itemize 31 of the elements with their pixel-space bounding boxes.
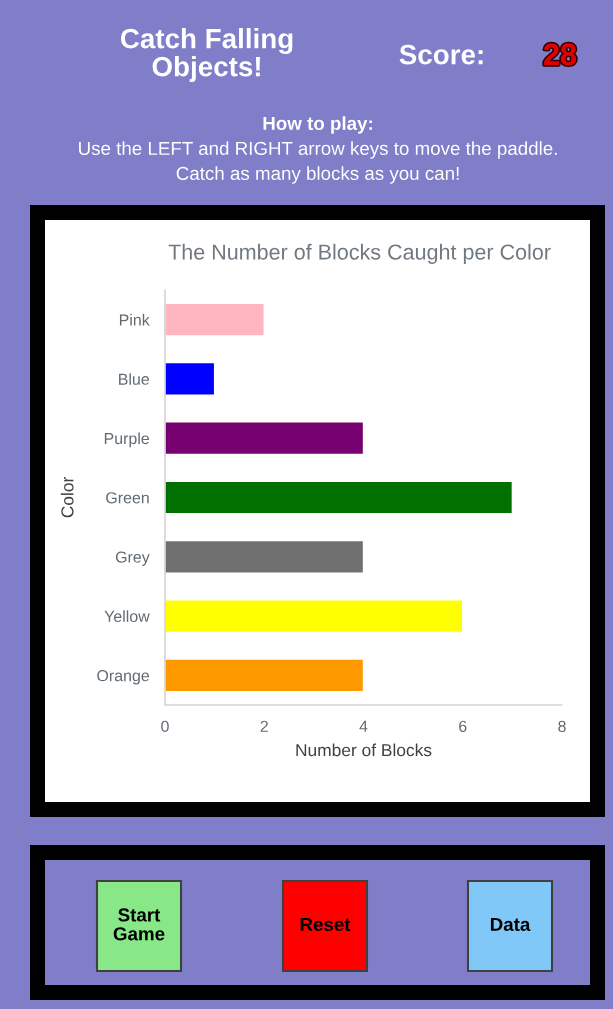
y-tick-label: Purple — [104, 432, 150, 448]
x-tick-label: 2 — [260, 720, 268, 732]
y-axis-title: Color — [60, 477, 74, 518]
text: 28 — [544, 43, 577, 66]
bar — [165, 421, 365, 456]
x-tick-label: 4 — [359, 720, 368, 732]
y-tick-label: Green — [106, 492, 149, 504]
text: Score: — [399, 44, 483, 65]
bar — [165, 658, 365, 693]
text: Start Game — [113, 908, 165, 941]
bar — [165, 539, 365, 574]
bar — [165, 361, 216, 396]
y-tick-label: Orange — [97, 669, 150, 685]
chart-title: The Number of Blocks Caught per Color — [168, 243, 551, 264]
y-tick-label: Pink — [119, 313, 150, 326]
x-tick-label: 0 — [161, 720, 169, 733]
x-tick-label: 6 — [459, 720, 467, 733]
text: Catch as many blocks as you can! — [176, 166, 459, 184]
text: Reset — [300, 917, 351, 932]
text: How to play: — [263, 116, 372, 134]
bar — [165, 599, 464, 634]
y-tick-label: Blue — [119, 373, 150, 385]
bar — [165, 302, 265, 337]
y-tick-label: Yellow — [104, 610, 150, 623]
y-tick-label: Grey — [115, 551, 150, 566]
x-axis-title: Number of Blocks — [296, 743, 432, 757]
bar — [165, 480, 514, 515]
x-tick-label: 8 — [558, 720, 566, 733]
text: Use the LEFT and RIGHT arrow keys to move the paddle. — [79, 141, 557, 159]
text: Data — [490, 917, 531, 932]
text: Catch Falling Objects! — [120, 28, 293, 82]
